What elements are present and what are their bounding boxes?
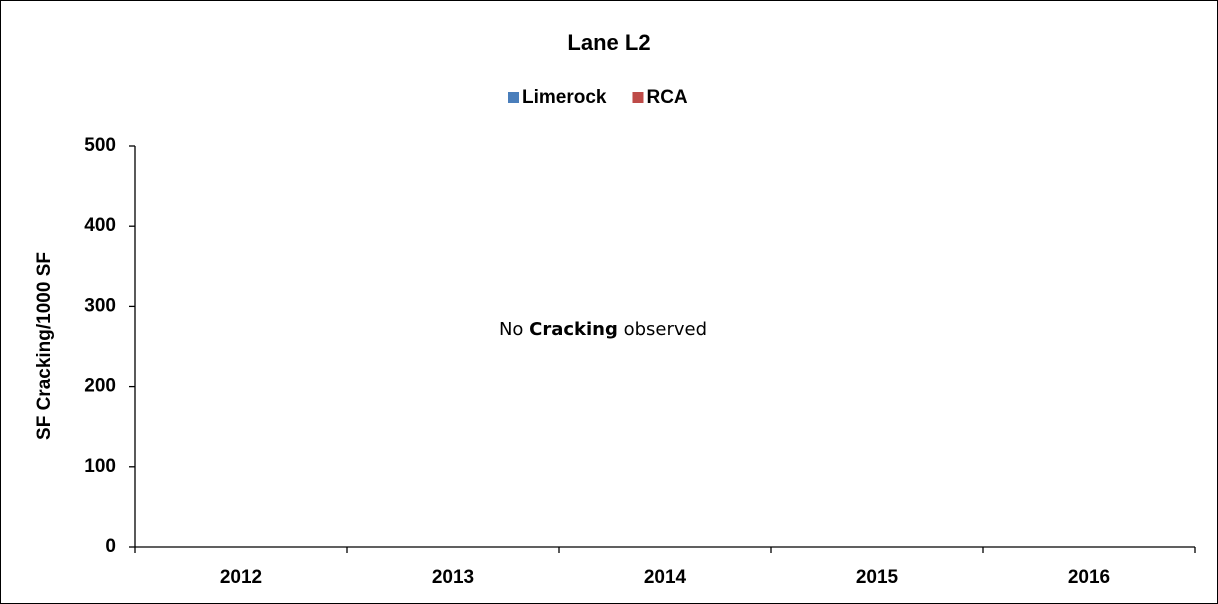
annotation-part: Cracking xyxy=(529,319,618,340)
y-tick-label: 100 xyxy=(84,456,116,477)
legend-swatch xyxy=(508,92,519,103)
y-axis-label: SF Cracking/1000 SF xyxy=(34,252,55,440)
x-tick-label: 2014 xyxy=(644,567,687,588)
x-tick-label: 2016 xyxy=(1068,567,1110,588)
chart-title: Lane L2 xyxy=(567,30,650,55)
y-tick-label: 500 xyxy=(84,135,116,156)
x-tick-label: 2015 xyxy=(856,567,899,588)
x-tick-label: 2012 xyxy=(220,567,262,588)
y-tick-label: 200 xyxy=(84,376,116,397)
y-tick-label: 300 xyxy=(84,295,116,316)
y-tick-label: 0 xyxy=(105,536,116,557)
y-tick-label: 400 xyxy=(84,215,116,236)
legend-label: RCA xyxy=(646,87,687,108)
annotation: No Cracking observed xyxy=(499,319,707,340)
legend-label: Limerock xyxy=(522,87,607,108)
x-tick-label: 2013 xyxy=(432,567,474,588)
legend-swatch xyxy=(632,92,644,103)
annotation-part: No xyxy=(499,319,529,340)
annotation-part: observed xyxy=(618,319,707,340)
